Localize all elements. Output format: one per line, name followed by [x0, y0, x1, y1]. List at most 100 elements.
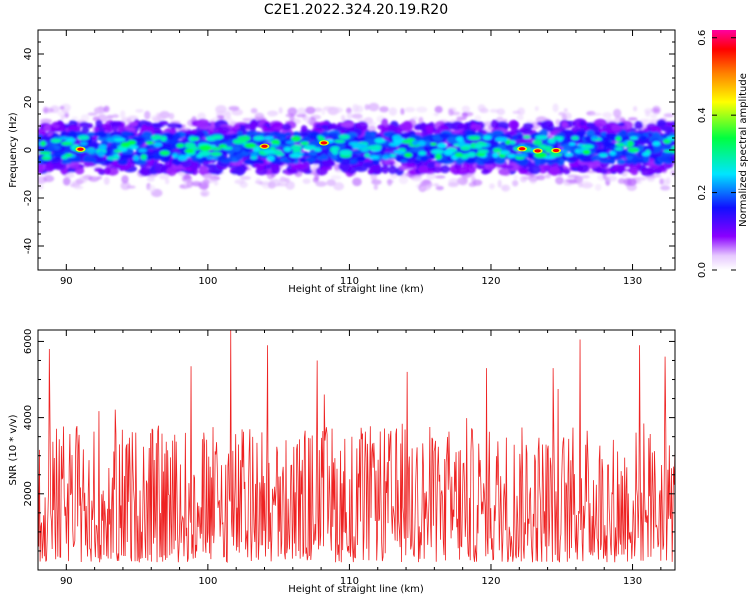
x-tick-label: 90 [60, 276, 73, 287]
spectrogram-cell [404, 152, 413, 158]
spectrogram-cell [276, 182, 288, 187]
spectrogram-cell [313, 107, 323, 113]
spectrogram-cell [299, 132, 309, 137]
spectrogram-cell [152, 122, 162, 129]
spectrogram-cell [492, 147, 502, 153]
spectrogram-cell [140, 154, 147, 161]
spectrogram-cell [650, 114, 658, 119]
spectrogram-cell [433, 183, 440, 187]
spectrogram-cell [499, 150, 511, 155]
spectrogram-cell [40, 118, 53, 125]
spectrogram-cell [230, 169, 242, 175]
spectrogram-cell [658, 156, 672, 162]
spectrogram-cell [557, 158, 565, 166]
spectrogram-cell [669, 132, 675, 137]
spectrogram-cell [413, 146, 425, 153]
spectrogram-cell [362, 162, 374, 168]
spectrogram-cell [371, 179, 382, 185]
spectrogram-cell [71, 116, 79, 120]
spectrogram-cell [523, 135, 531, 139]
spectrogram-cell [42, 107, 54, 113]
spectrogram-cell [559, 149, 569, 154]
spectrogram-cell [632, 106, 638, 112]
colorbar-tick-label: 0.6 [697, 30, 708, 46]
spectrogram-cell [283, 146, 292, 152]
spectrogram-cell [534, 157, 541, 166]
spectrogram-cell [103, 166, 111, 175]
spectrogram-cell [191, 136, 200, 141]
spectrogram-cell [454, 152, 463, 158]
spectrogram-cell [314, 174, 320, 181]
spectrogram-cell [120, 141, 131, 148]
spectrogram-cell [539, 164, 551, 170]
spectrogram-cell [43, 175, 55, 183]
spectrogram-cell [202, 178, 210, 186]
snr-panel: 90 100 110 120 130 2000 4000 6000 Height of str… [8, 329, 676, 595]
spectrogram-cell [61, 108, 70, 114]
spectrogram-cell [236, 130, 243, 136]
spectrogram-cell [135, 159, 147, 165]
spectrogram-cell [82, 156, 97, 163]
spectrogram-cell [425, 125, 434, 131]
spectrogram-cell [640, 167, 655, 177]
spectrogram-cell [439, 132, 450, 139]
spectrogram-cell [77, 135, 90, 141]
spectrogram-cell [53, 151, 65, 157]
spectrogram-cell [177, 154, 188, 161]
spectrogram-cell [568, 156, 579, 162]
spectrogram-cell [93, 167, 104, 172]
spectrogram-cell [516, 134, 524, 140]
x-tick-label: 110 [340, 276, 359, 287]
spectrogram-cell [537, 117, 547, 122]
spectrogram-cell [133, 137, 146, 142]
spectrogram-cell [626, 154, 633, 161]
spectrogram-cell [128, 144, 139, 150]
spectrogram-cell [97, 150, 105, 157]
spectrogram-cell [519, 175, 527, 183]
spectrogram-cell [439, 164, 450, 174]
spectrogram-cell [364, 104, 370, 111]
spectrogram-cell [356, 117, 367, 122]
spectrogram-cell [330, 175, 342, 180]
spectrogram-cell [435, 185, 444, 191]
spectrogram-cell [640, 135, 648, 141]
spectrogram-cell [321, 108, 326, 116]
spectrogram-cell [225, 110, 232, 120]
spectrogram-cell [186, 179, 194, 188]
spectrogram-cell [461, 111, 468, 119]
spectrogram-cell [387, 178, 393, 186]
snr-series-line [38, 330, 675, 564]
spectrogram-cell [534, 106, 539, 112]
spectrogram-cell [106, 114, 114, 120]
spectrogram-cell [228, 105, 240, 111]
y-tick-label: -40 [23, 238, 34, 254]
spectrogram-cell [477, 149, 489, 154]
spectrogram-cell [388, 165, 397, 175]
spectrogram-cell [520, 129, 533, 134]
spectrogram-cell [352, 177, 362, 187]
spectrogram-cell [354, 165, 368, 172]
spectrogram-cell [627, 117, 638, 121]
spectrogram-cell [284, 177, 290, 183]
spectrogram-cell [211, 134, 224, 140]
spectrogram-cell [617, 178, 626, 185]
spectrogram-cell [183, 174, 191, 181]
spectrogram-cell [270, 164, 281, 175]
spectrogram-cell [38, 151, 52, 155]
spectrogram-cell [522, 122, 534, 130]
colorbar-tick-label: 0.0 [697, 262, 708, 278]
spectrogram-cell [477, 104, 486, 112]
spectrogram-cell [270, 144, 279, 148]
spectrogram-cell [460, 146, 471, 151]
spectrogram-cell [172, 153, 178, 159]
spectrogram-cell [532, 139, 543, 146]
spectrogram-cell [168, 138, 176, 146]
spectrogram-cell [575, 130, 587, 137]
spectrogram-cell [146, 176, 155, 182]
colorbar-gradient [712, 30, 736, 270]
spectrogram-cell [213, 141, 221, 146]
spectrogram-cell [594, 183, 602, 191]
spectrogram-cell [250, 156, 258, 160]
spectrogram-cell [234, 179, 246, 185]
spectrogram-cell [305, 156, 316, 163]
